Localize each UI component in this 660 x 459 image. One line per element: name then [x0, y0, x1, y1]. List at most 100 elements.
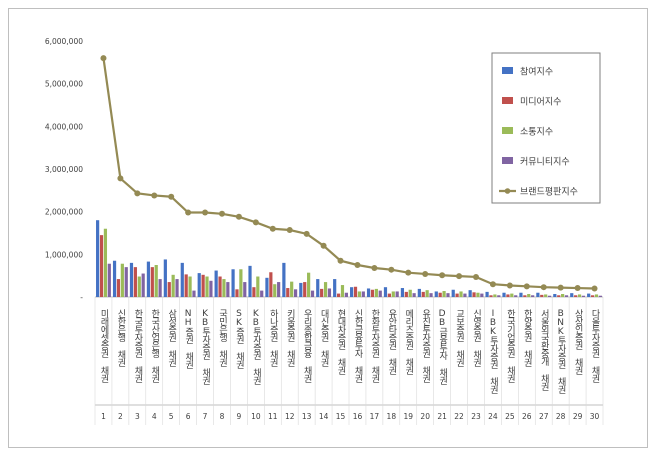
- bar: [417, 288, 421, 297]
- category-label: NH증권 채권: [183, 309, 193, 369]
- bar: [197, 273, 201, 297]
- trend-line: [100, 55, 598, 292]
- bar: [293, 289, 298, 297]
- line-point: [269, 225, 276, 232]
- bar: [446, 293, 450, 297]
- y-tick-label: -: [80, 293, 83, 302]
- category-index-label: 1: [101, 412, 106, 421]
- line-point: [591, 285, 598, 292]
- bar: [150, 267, 154, 297]
- category-index-label: 22: [454, 412, 464, 421]
- bar: [553, 294, 557, 297]
- bar: [540, 294, 544, 297]
- bar: [282, 262, 286, 297]
- bar: [158, 279, 162, 297]
- line-point: [303, 230, 310, 237]
- category-label: 신한은행 채권: [115, 309, 125, 367]
- bar: [154, 265, 158, 297]
- bar: [476, 292, 480, 297]
- category-label: 하나증권 채권: [268, 309, 278, 367]
- legend-swatch: [502, 67, 513, 74]
- bar: [323, 282, 328, 297]
- category-label: 유안타증권 채권: [386, 309, 396, 375]
- category-index-label: 23: [471, 412, 481, 421]
- bar: [299, 282, 303, 297]
- bar: [256, 276, 260, 297]
- bar: [463, 293, 467, 297]
- bar: [468, 290, 472, 297]
- category-label: 대신증권 채권: [319, 309, 329, 367]
- line-point: [473, 273, 479, 280]
- y-tick-label: 1,000,000: [45, 250, 83, 259]
- bar: [429, 293, 433, 297]
- legend-label: 미디어지수: [520, 97, 561, 108]
- legend-label: 커뮤니티지수: [520, 157, 570, 168]
- bar: [574, 295, 578, 297]
- bar: [188, 276, 192, 297]
- line-point: [354, 262, 361, 268]
- bar: [290, 281, 294, 297]
- line-point: [117, 175, 124, 182]
- line-point: [489, 281, 496, 288]
- bar: [336, 293, 341, 297]
- category-label: 신영증권 채권: [471, 309, 481, 367]
- line-point: [540, 284, 547, 291]
- bar: [485, 291, 489, 297]
- category-label: 한국기업증권 채권: [505, 309, 515, 383]
- bar: [514, 295, 518, 297]
- category-index-label: 21: [437, 412, 447, 421]
- bar: [544, 294, 548, 297]
- line-point: [337, 257, 344, 264]
- bar: [378, 290, 382, 297]
- category-index-label: 8: [220, 412, 225, 421]
- bar: [99, 235, 104, 297]
- category-label: 교보증권 채권: [454, 309, 464, 367]
- bar: [598, 295, 602, 297]
- bar: [404, 291, 408, 297]
- y-tick-label: 2,000,000: [45, 208, 83, 217]
- bar: [564, 295, 569, 297]
- bar: [523, 295, 527, 297]
- category-label: 한화투자증권 채권: [369, 309, 379, 383]
- bar: [163, 259, 167, 297]
- line-point: [235, 213, 242, 220]
- category-index-label: 15: [336, 412, 346, 421]
- line-point: [168, 193, 175, 200]
- category-index-label: 29: [573, 412, 583, 421]
- bar: [141, 273, 145, 297]
- bar: [412, 293, 416, 297]
- category-label: 서울외국환중개 채권: [539, 309, 549, 391]
- category-index-label: 20: [420, 412, 430, 421]
- line-point: [405, 269, 412, 276]
- category-label: IBK투자증권 채권: [488, 309, 498, 394]
- category-label: 한국투자증권 채권: [132, 309, 142, 383]
- line-point: [202, 209, 209, 216]
- bar: [366, 288, 371, 297]
- line-point: [371, 264, 378, 271]
- legend-label: 소통지수: [520, 127, 553, 138]
- bar: [408, 289, 412, 297]
- legend-marker: [504, 188, 511, 194]
- bar: [137, 276, 141, 297]
- bar: [248, 265, 252, 297]
- category-index-label: 30: [590, 412, 600, 421]
- bar: [421, 291, 425, 297]
- line-point: [439, 272, 446, 279]
- category-label: BNK투자증권 채권: [556, 309, 566, 394]
- category-index-label: 9: [237, 412, 242, 421]
- bar: [222, 279, 226, 297]
- bar: [316, 279, 320, 297]
- category-index-label: 14: [319, 412, 329, 421]
- bar: [506, 294, 510, 297]
- bar: [536, 292, 540, 297]
- bar: [587, 293, 591, 297]
- bar: [243, 282, 247, 297]
- bar: [472, 292, 476, 297]
- line-point: [134, 190, 141, 197]
- bar: [531, 295, 535, 297]
- bar: [340, 285, 345, 297]
- bar: [434, 291, 438, 297]
- bar: [333, 279, 337, 297]
- category-label: 미래에셋증권 채권: [98, 309, 108, 383]
